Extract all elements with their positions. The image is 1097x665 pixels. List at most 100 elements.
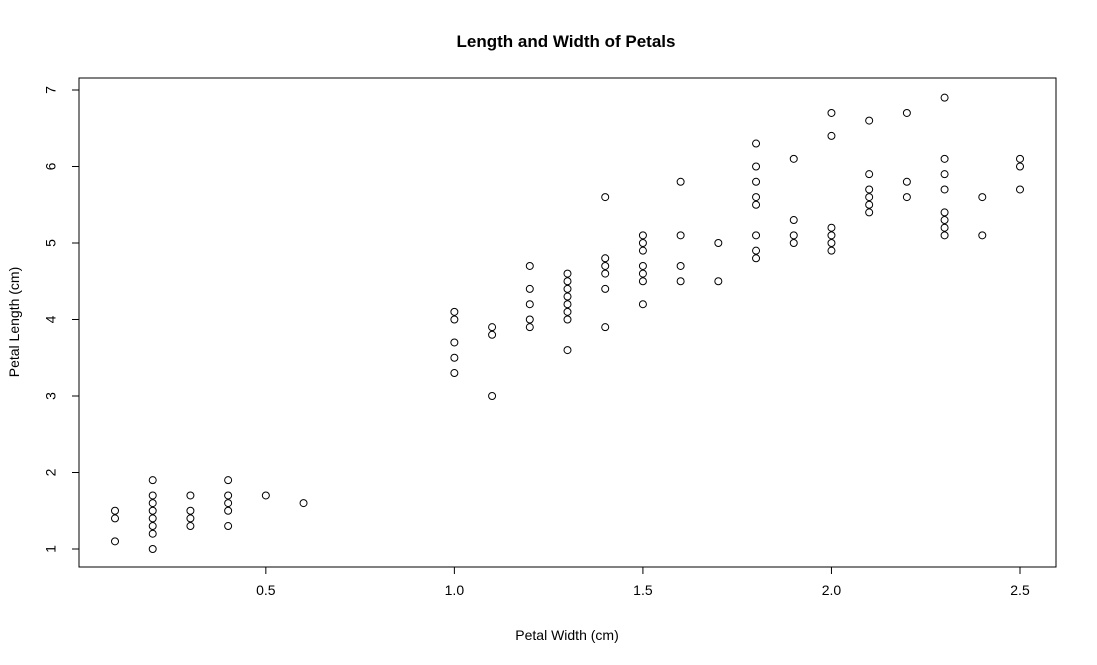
data-point [638, 239, 647, 247]
data-point [450, 307, 459, 316]
data-point [601, 284, 610, 293]
data-point [450, 353, 459, 362]
data-point [940, 208, 949, 217]
data-point [902, 108, 911, 117]
data-point [940, 223, 949, 232]
data-point [186, 514, 195, 523]
data-point [714, 277, 723, 286]
data-point [865, 200, 874, 209]
y-axis-label: Petal Length (cm) [6, 267, 22, 378]
data-point [488, 330, 497, 339]
data-point [865, 116, 874, 125]
data-point [940, 231, 949, 240]
data-point [299, 499, 308, 508]
y-tick-label: 1 [43, 545, 59, 553]
data-point [601, 323, 610, 332]
data-point [865, 170, 874, 179]
data-point [714, 239, 723, 247]
data-point [224, 506, 233, 515]
data-point [148, 506, 157, 515]
data-point [827, 231, 836, 240]
data-point [525, 315, 534, 324]
data-point [752, 231, 761, 240]
data-point [148, 545, 157, 553]
data-point [563, 315, 572, 324]
data-point [752, 139, 761, 148]
data-point [865, 193, 874, 202]
data-point [752, 177, 761, 186]
data-point [111, 514, 119, 523]
x-tick-label: 0.5 [256, 582, 276, 598]
data-point [638, 300, 647, 309]
data-point [148, 529, 157, 538]
data-point [789, 154, 798, 163]
data-point [450, 338, 459, 347]
data-point [186, 522, 195, 531]
data-point [111, 506, 119, 515]
data-point [224, 499, 233, 508]
data-point [978, 193, 987, 202]
data-point [1016, 154, 1024, 163]
data-point [752, 200, 761, 209]
data-point [940, 216, 949, 225]
data-point [148, 491, 157, 500]
data-points [111, 93, 1024, 553]
data-point [563, 300, 572, 309]
data-point [525, 284, 534, 293]
data-point [638, 261, 647, 270]
data-point [940, 93, 949, 102]
y-axis: 1 2 3 4 5 6 7 [43, 86, 80, 553]
data-point [827, 131, 836, 140]
data-point [601, 254, 610, 263]
data-point [224, 476, 233, 485]
data-point [224, 491, 233, 500]
y-tick-label: 3 [43, 392, 59, 400]
data-point [789, 231, 798, 240]
data-point [827, 246, 836, 255]
data-point [676, 177, 685, 186]
data-point [789, 216, 798, 225]
data-point [563, 269, 572, 278]
data-point [261, 491, 270, 500]
data-point [789, 239, 798, 247]
y-tick-label: 4 [43, 315, 59, 323]
data-point [638, 231, 647, 240]
x-axis-label: Petal Width (cm) [515, 627, 618, 643]
data-point [563, 277, 572, 286]
data-point [563, 346, 572, 355]
data-point [111, 537, 119, 546]
data-point [902, 177, 911, 186]
data-point [940, 154, 949, 163]
data-point [902, 193, 911, 202]
x-tick-label: 1.5 [633, 582, 653, 598]
data-point [148, 522, 157, 531]
data-point [148, 514, 157, 523]
data-point [827, 223, 836, 232]
data-point [488, 323, 497, 332]
x-tick-label: 2.0 [822, 582, 842, 598]
data-point [676, 231, 685, 240]
data-point [638, 277, 647, 286]
data-point [525, 323, 534, 332]
data-point [865, 185, 874, 194]
x-tick-label: 1.0 [445, 582, 465, 598]
data-point [865, 208, 874, 217]
data-point [827, 108, 836, 117]
y-tick-label: 5 [43, 239, 59, 247]
data-point [638, 246, 647, 255]
data-point [940, 185, 949, 194]
data-point [563, 292, 572, 301]
data-point [563, 284, 572, 293]
x-axis: 0.5 1.0 1.5 2.0 2.5 [256, 566, 1030, 598]
data-point [676, 277, 685, 286]
data-point [978, 231, 987, 240]
data-point [752, 162, 761, 171]
data-point [1016, 185, 1024, 194]
data-point [450, 315, 459, 324]
data-point [940, 170, 949, 179]
data-point [638, 269, 647, 278]
data-point [601, 269, 610, 278]
data-point [752, 193, 761, 202]
data-point [752, 246, 761, 255]
